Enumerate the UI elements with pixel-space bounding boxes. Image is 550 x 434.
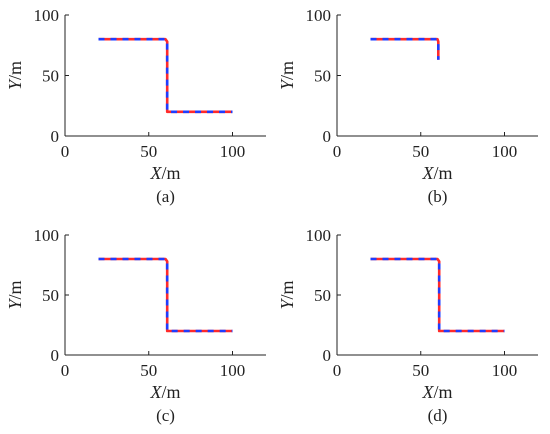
x-tick-label-b-100: 100 [492,142,518,161]
x-axis-label-unit-d: /m [433,382,452,402]
y-axis-label-unit-c: /m [5,280,25,299]
x-axis-label-unit-a: /m [161,163,180,183]
y-tick-label-a-100: 100 [34,6,60,25]
caption-c: (c) [156,406,175,425]
y-axis-label-var-c: Y [5,298,25,310]
x-tick-label-c-50: 50 [140,361,157,380]
x-axis-label-b: X/m [421,163,452,183]
y-axis-label-b: Y/m [277,61,297,90]
x-tick-label-a-50: 50 [140,142,157,161]
x-tick-label-d-50: 50 [412,361,429,380]
x-tick-label-b-50: 50 [412,142,429,161]
y-tick-label-d-50: 50 [314,286,331,305]
caption-a: (a) [156,187,175,206]
x-axis-label-unit-b: /m [433,163,452,183]
x-axis-label-var-a: X [149,163,162,183]
y-tick-label-b-0: 0 [323,127,332,146]
trajectory-red-c-0 [98,257,233,333]
x-tick-label-c-0: 0 [61,361,70,380]
y-axis-label-var-a: Y [5,78,25,90]
trajectory-blue-dash-b-0 [370,37,440,60]
x-axis-label-var-c: X [149,382,162,402]
x-tick-label-d-100: 100 [492,361,518,380]
x-tick-label-d-0: 0 [333,361,342,380]
y-axis-label-var-b: Y [277,78,297,90]
trajectory-red-a-0 [98,37,233,114]
x-tick-label-c-100: 100 [220,361,246,380]
x-axis-label-var-b: X [421,163,434,183]
x-axis-label-d: X/m [421,382,452,402]
y-axis-label-a: Y/m [5,61,25,90]
y-axis-label-var-d: Y [277,298,297,310]
y-tick-label-a-0: 0 [51,127,60,146]
x-tick-label-b-0: 0 [333,142,342,161]
caption-b: (b) [428,187,448,206]
trajectory-blue-dash-d-0 [370,257,505,333]
y-axis-label-c: Y/m [5,280,25,309]
y-tick-label-d-100: 100 [306,226,332,245]
x-axis-label-var-d: X [421,382,434,402]
trajectory-blue-dash-c-0 [98,257,233,333]
trajectory-blue-dash-a-0 [98,37,233,114]
trajectory-red-d-0 [370,257,505,333]
y-tick-label-c-50: 50 [42,286,59,305]
y-axis-label-d: Y/m [277,280,297,309]
y-axis-label-unit-b: /m [277,61,297,80]
y-axis-label-unit-a: /m [5,61,25,80]
trajectory-red-b-0 [370,37,440,60]
x-tick-label-a-100: 100 [220,142,246,161]
y-axis-label-unit-d: /m [277,280,297,299]
y-tick-label-c-0: 0 [51,346,60,365]
x-axis-label-c: X/m [149,382,180,402]
caption-d: (d) [428,406,448,425]
y-tick-label-b-50: 50 [314,67,331,86]
y-tick-label-b-100: 100 [306,6,332,25]
y-tick-label-c-100: 100 [34,226,60,245]
x-tick-label-a-0: 0 [61,142,70,161]
y-tick-label-a-50: 50 [42,67,59,86]
x-axis-label-a: X/m [149,163,180,183]
x-axis-label-unit-c: /m [161,382,180,402]
y-tick-label-d-0: 0 [323,346,332,365]
